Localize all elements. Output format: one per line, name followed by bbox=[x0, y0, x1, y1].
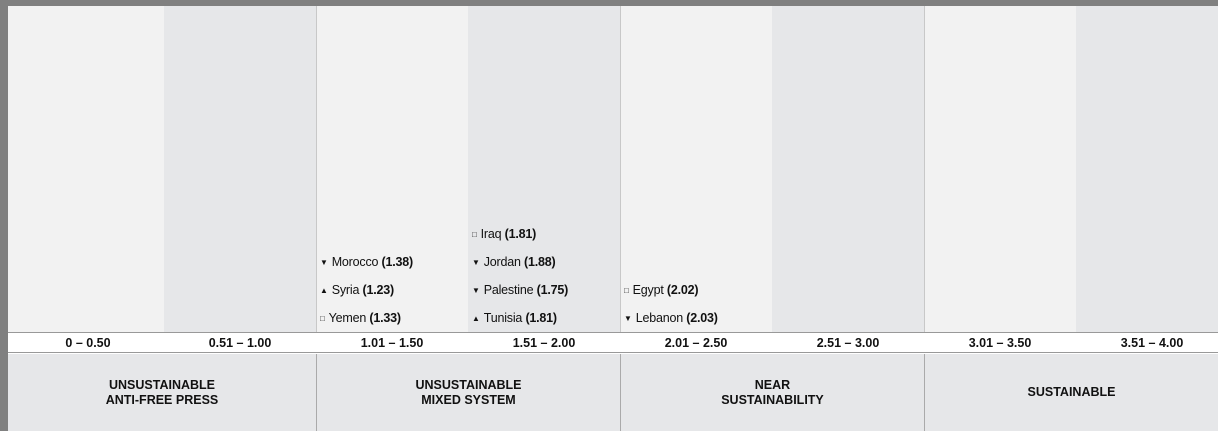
group-line: UNSUSTAINABLE bbox=[415, 377, 522, 392]
entry: ▲ Syria (1.23) bbox=[316, 276, 468, 304]
separator bbox=[620, 6, 621, 332]
range-label: 1.51 – 2.00 bbox=[512, 336, 576, 350]
range-label: 2.51 – 3.00 bbox=[816, 336, 880, 350]
range-label: 2.01 – 2.50 bbox=[664, 336, 728, 350]
range-label: 0 – 0.50 bbox=[65, 336, 111, 350]
range-label: 0.51 – 1.00 bbox=[208, 336, 272, 350]
trend-symbol: □ bbox=[472, 230, 477, 239]
country: Lebanon bbox=[635, 311, 683, 325]
country: Egypt bbox=[632, 283, 664, 297]
group-line: SUSTAINABLE bbox=[1027, 385, 1116, 399]
score: (1.81) bbox=[525, 311, 557, 325]
column bbox=[1076, 6, 1218, 332]
column: ▼ Morocco (1.38) ▲ Syria (1.23) □ Yemen (1.33… bbox=[316, 6, 468, 332]
range-label: 3.51 – 4.00 bbox=[1120, 336, 1184, 350]
trend-symbol: ▼ bbox=[472, 286, 480, 295]
group-line: MIXED SYSTEM bbox=[421, 392, 516, 407]
trend-symbol: □ bbox=[624, 286, 629, 295]
trend-symbol: ▼ bbox=[472, 258, 480, 267]
trend-symbol: ▼ bbox=[624, 314, 632, 323]
entry: ▼ Morocco (1.38) bbox=[316, 248, 468, 276]
score: (1.23) bbox=[362, 283, 394, 297]
entry: □ Egypt (2.02) bbox=[620, 276, 772, 304]
group-label: SUSTAINABLE bbox=[924, 354, 1218, 431]
index-board: 0 – 0.50 0.51 – 1.00 ▼ Morocco (1.38) ▲ Syria… bbox=[8, 6, 1218, 431]
column bbox=[924, 6, 1076, 332]
entry: □ Yemen (1.33) bbox=[316, 304, 468, 332]
country: Syria bbox=[331, 283, 360, 297]
group-line: UNSUSTAINABLE bbox=[108, 377, 216, 392]
score: (2.02) bbox=[666, 283, 699, 297]
country: Jordan bbox=[483, 255, 521, 269]
separator bbox=[924, 6, 925, 332]
score: (1.81) bbox=[504, 227, 537, 241]
column bbox=[8, 6, 164, 332]
column: □ Iraq (1.81) ▼ Jordan (1.88) ▼ Palestine (1.… bbox=[468, 6, 620, 332]
entry: ▲ Tunisia (1.81) bbox=[468, 304, 620, 332]
group-label: UNSUSTAINABLE MIXED SYSTEM bbox=[316, 354, 620, 431]
group-label: NEAR SUSTAINABILITY bbox=[620, 354, 924, 431]
range-row bbox=[8, 332, 1218, 353]
score: (1.38) bbox=[381, 255, 414, 269]
entry: □ Iraq (1.81) bbox=[468, 220, 620, 248]
entry: ▼ Lebanon (2.03) bbox=[620, 304, 772, 332]
country: Yemen bbox=[328, 311, 367, 325]
group-line: SUSTAINABILITY bbox=[721, 392, 824, 407]
entry: ▼ Jordan (1.88) bbox=[468, 248, 620, 276]
group-line: ANTI-FREE PRESS bbox=[105, 392, 219, 407]
group-line: NEAR bbox=[754, 377, 791, 392]
country: Morocco bbox=[331, 255, 379, 269]
entry: ▼ Palestine (1.75) bbox=[468, 276, 620, 304]
country: Tunisia bbox=[483, 311, 523, 325]
country: Iraq bbox=[480, 227, 502, 241]
range-label: 3.01 – 3.50 bbox=[968, 336, 1032, 350]
score: (1.88) bbox=[524, 255, 556, 269]
trend-symbol: □ bbox=[320, 314, 325, 323]
column: □ Egypt (2.02) ▼ Lebanon (2.03) bbox=[620, 6, 772, 332]
score: (1.33) bbox=[369, 311, 401, 325]
country: Palestine bbox=[483, 283, 534, 297]
score: (1.75) bbox=[536, 283, 569, 297]
column bbox=[772, 6, 924, 332]
separator bbox=[316, 6, 317, 332]
trend-symbol: ▲ bbox=[472, 314, 480, 323]
group-label: UNSUSTAINABLE ANTI-FREE PRESS bbox=[8, 354, 316, 431]
trend-symbol: ▼ bbox=[320, 258, 328, 267]
range-label: 1.01 – 1.50 bbox=[360, 336, 424, 350]
trend-symbol: ▲ bbox=[320, 286, 328, 295]
column bbox=[164, 6, 316, 332]
score: (2.03) bbox=[686, 311, 718, 325]
